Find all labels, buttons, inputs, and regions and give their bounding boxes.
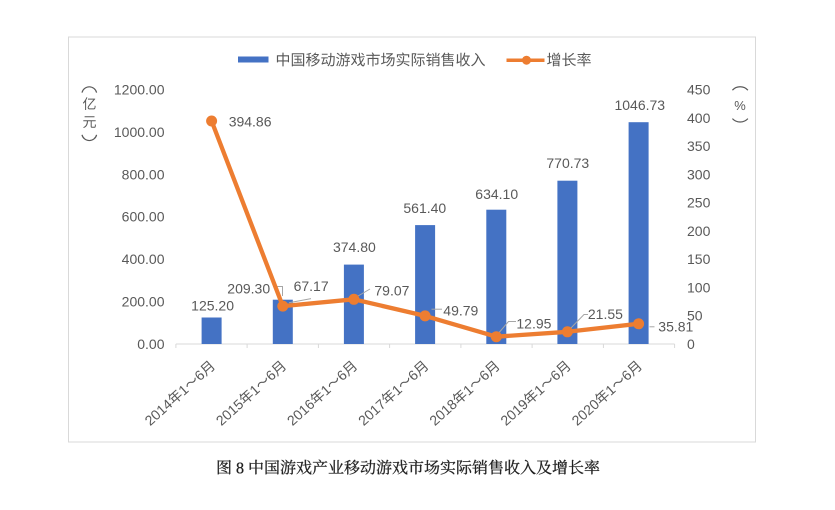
svg-text:50: 50: [687, 308, 703, 324]
svg-text:100: 100: [687, 279, 711, 295]
svg-text:374.80: 374.80: [333, 239, 376, 255]
svg-text:125.20: 125.20: [191, 298, 234, 314]
svg-text:770.73: 770.73: [546, 155, 589, 171]
svg-text:561.40: 561.40: [403, 200, 446, 216]
svg-text:450: 450: [687, 82, 711, 98]
svg-text:400: 400: [687, 110, 711, 126]
svg-text:634.10: 634.10: [475, 186, 518, 202]
svg-text:209.30: 209.30: [227, 280, 270, 296]
svg-text:79.07: 79.07: [374, 282, 409, 298]
svg-text:800.00: 800.00: [122, 166, 165, 182]
svg-text:600.00: 600.00: [122, 209, 165, 225]
svg-text:0.00: 0.00: [137, 336, 164, 352]
svg-text:67.17: 67.17: [294, 278, 329, 294]
svg-text:200.00: 200.00: [122, 294, 165, 310]
svg-text:150: 150: [687, 251, 711, 267]
svg-text:21.55: 21.55: [588, 306, 623, 322]
svg-text:1000.00: 1000.00: [114, 124, 165, 140]
svg-text:1200.00: 1200.00: [114, 82, 165, 98]
svg-text:35.81: 35.81: [658, 318, 693, 334]
svg-text:0: 0: [687, 336, 695, 352]
svg-text:400.00: 400.00: [122, 251, 165, 267]
svg-text:1046.73: 1046.73: [614, 97, 665, 113]
svg-text:250: 250: [687, 195, 711, 211]
svg-text:394.86: 394.86: [229, 113, 272, 129]
svg-text:12.95: 12.95: [516, 316, 551, 332]
svg-text:49.79: 49.79: [443, 303, 478, 319]
svg-text:200: 200: [687, 223, 711, 239]
svg-text:350: 350: [687, 138, 711, 154]
svg-text:300: 300: [687, 166, 711, 182]
